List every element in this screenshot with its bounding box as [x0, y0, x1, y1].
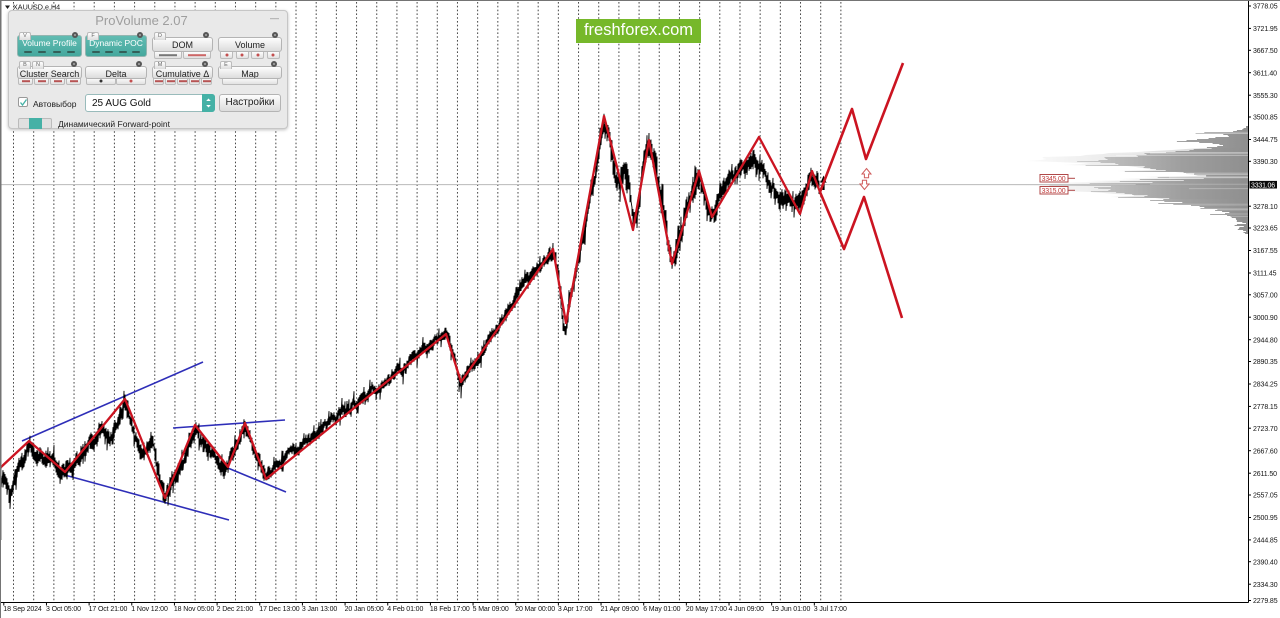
- svg-text:3 Jul 17:00: 3 Jul 17:00: [814, 606, 847, 613]
- svg-text:3111.45: 3111.45: [1253, 271, 1277, 278]
- svg-text:2667.60: 2667.60: [1253, 448, 1278, 455]
- svg-text:2778.15: 2778.15: [1253, 404, 1278, 411]
- svg-text:3500.85: 3500.85: [1253, 115, 1278, 122]
- svg-text:3057.00: 3057.00: [1253, 292, 1278, 299]
- svg-text:2279.85: 2279.85: [1253, 598, 1278, 605]
- svg-text:2611.50: 2611.50: [1253, 471, 1277, 478]
- svg-text:21 Apr 09:00: 21 Apr 09:00: [601, 606, 639, 613]
- svg-text:3390.30: 3390.30: [1253, 159, 1278, 166]
- svg-text:18 Sep 2024: 18 Sep 2024: [3, 606, 42, 613]
- svg-text:2500.95: 2500.95: [1253, 515, 1278, 522]
- svg-text:18 Nov 05:00: 18 Nov 05:00: [174, 606, 214, 613]
- svg-text:2723.70: 2723.70: [1253, 426, 1278, 433]
- svg-text:3223.65: 3223.65: [1253, 226, 1278, 233]
- svg-text:3721.95: 3721.95: [1253, 26, 1278, 33]
- svg-text:5 Mar 09:00: 5 Mar 09:00: [473, 606, 509, 613]
- svg-text:4 Jun 09:00: 4 Jun 09:00: [729, 606, 764, 613]
- svg-text:3278.10: 3278.10: [1253, 204, 1278, 211]
- svg-text:2557.05: 2557.05: [1253, 493, 1278, 500]
- svg-text:3 Oct 05:00: 3 Oct 05:00: [46, 606, 81, 613]
- svg-text:3315.00: 3315.00: [1042, 188, 1066, 195]
- svg-text:4 Feb 01:00: 4 Feb 01:00: [387, 606, 423, 613]
- svg-text:3667.50: 3667.50: [1253, 48, 1278, 55]
- svg-text:3 Jan 13:00: 3 Jan 13:00: [302, 606, 337, 613]
- svg-text:3345.00: 3345.00: [1042, 176, 1066, 183]
- svg-text:XAUUSD,e,H4: XAUUSD,e,H4: [13, 3, 60, 12]
- svg-text:3611.40: 3611.40: [1253, 70, 1277, 77]
- svg-text:2944.80: 2944.80: [1253, 337, 1278, 344]
- svg-text:20 Mar 00:00: 20 Mar 00:00: [515, 606, 555, 613]
- svg-text:3 Apr 17:00: 3 Apr 17:00: [558, 606, 593, 613]
- svg-text:17 Oct 21:00: 17 Oct 21:00: [89, 606, 128, 613]
- svg-text:3444.75: 3444.75: [1253, 137, 1278, 144]
- svg-text:3331.06: 3331.06: [1251, 182, 1275, 189]
- svg-text:3555.30: 3555.30: [1253, 93, 1278, 100]
- svg-text:20 May 17:00: 20 May 17:00: [686, 606, 727, 613]
- svg-text:6 May 01:00: 6 May 01:00: [643, 606, 680, 613]
- svg-text:2334.30: 2334.30: [1253, 582, 1278, 589]
- svg-text:20 Jan 05:00: 20 Jan 05:00: [345, 606, 384, 613]
- svg-text:3167.55: 3167.55: [1253, 248, 1278, 255]
- svg-text:2390.40: 2390.40: [1253, 559, 1278, 566]
- svg-text:2834.25: 2834.25: [1253, 382, 1278, 389]
- svg-text:19 Jun 01:00: 19 Jun 01:00: [771, 606, 810, 613]
- svg-text:3000.90: 3000.90: [1253, 315, 1278, 322]
- svg-text:2890.35: 2890.35: [1253, 359, 1278, 366]
- svg-text:3778.05: 3778.05: [1253, 4, 1278, 11]
- svg-text:2444.85: 2444.85: [1253, 538, 1278, 545]
- svg-text:17 Dec 13:00: 17 Dec 13:00: [259, 606, 299, 613]
- svg-text:18 Feb 17:00: 18 Feb 17:00: [430, 606, 470, 613]
- svg-text:1 Nov 12:00: 1 Nov 12:00: [131, 606, 168, 613]
- svg-text:2 Dec 21:00: 2 Dec 21:00: [217, 606, 254, 613]
